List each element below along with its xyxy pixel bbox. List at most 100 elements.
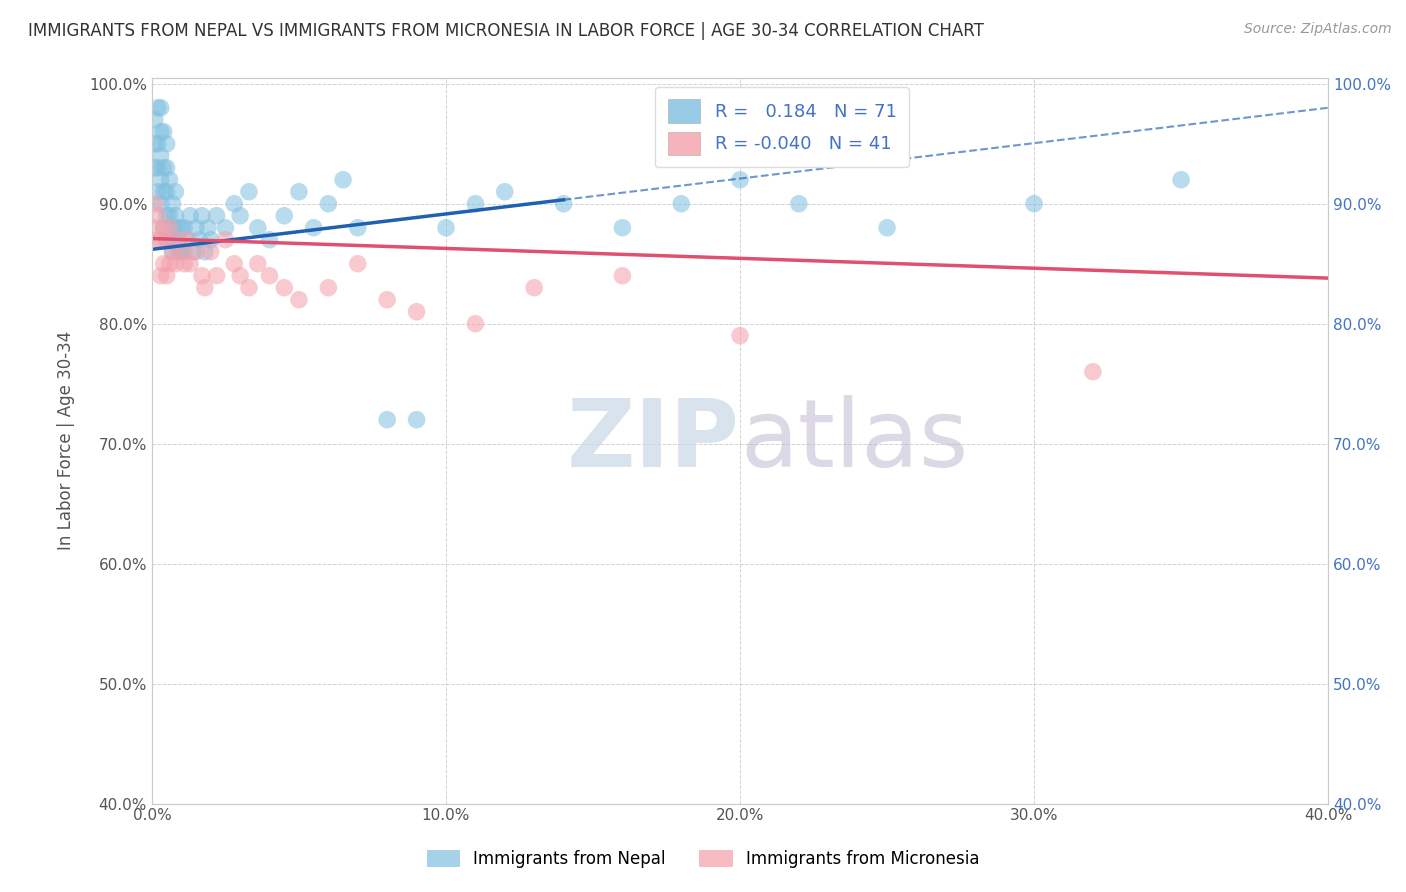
- Point: [612, 268, 634, 283]
- Point: [149, 173, 172, 187]
- Point: [146, 136, 169, 151]
- Y-axis label: In Labor Force | Age 30-34: In Labor Force | Age 30-34: [58, 331, 75, 550]
- Point: [156, 161, 179, 175]
- Point: [146, 161, 169, 175]
- Point: [1022, 196, 1045, 211]
- Point: [173, 244, 195, 259]
- Point: [143, 196, 166, 211]
- Point: [143, 112, 166, 127]
- Point: [214, 233, 236, 247]
- Point: [728, 173, 751, 187]
- Point: [146, 233, 169, 247]
- Point: [156, 268, 179, 283]
- Point: [238, 281, 260, 295]
- Point: [149, 268, 172, 283]
- Point: [184, 244, 207, 259]
- Legend: Immigrants from Nepal, Immigrants from Micronesia: Immigrants from Nepal, Immigrants from M…: [420, 843, 986, 875]
- Point: [876, 220, 898, 235]
- Point: [159, 220, 181, 235]
- Point: [288, 185, 311, 199]
- Point: [188, 233, 211, 247]
- Point: [152, 185, 174, 199]
- Point: [191, 209, 214, 223]
- Point: [165, 233, 187, 247]
- Point: [143, 161, 166, 175]
- Point: [346, 257, 368, 271]
- Point: [156, 233, 179, 247]
- Point: [375, 293, 398, 307]
- Point: [152, 125, 174, 139]
- Point: [205, 209, 228, 223]
- Point: [162, 244, 184, 259]
- Text: Source: ZipAtlas.com: Source: ZipAtlas.com: [1244, 22, 1392, 37]
- Point: [165, 209, 187, 223]
- Text: ZIP: ZIP: [567, 394, 740, 487]
- Point: [238, 185, 260, 199]
- Point: [246, 220, 269, 235]
- Point: [375, 413, 398, 427]
- Point: [184, 220, 207, 235]
- Point: [159, 173, 181, 187]
- Point: [229, 209, 252, 223]
- Point: [159, 233, 181, 247]
- Point: [170, 244, 193, 259]
- Point: [194, 244, 217, 259]
- Point: [405, 304, 427, 318]
- Point: [728, 328, 751, 343]
- Point: [152, 220, 174, 235]
- Point: [671, 196, 693, 211]
- Point: [200, 233, 222, 247]
- Point: [179, 257, 201, 271]
- Point: [167, 233, 190, 247]
- Point: [181, 244, 204, 259]
- Point: [1081, 365, 1104, 379]
- Point: [224, 257, 246, 271]
- Point: [273, 209, 295, 223]
- Point: [494, 185, 516, 199]
- Point: [146, 185, 169, 199]
- Point: [787, 196, 810, 211]
- Point: [165, 185, 187, 199]
- Point: [405, 413, 427, 427]
- Point: [156, 233, 179, 247]
- Point: [346, 220, 368, 235]
- Point: [162, 244, 184, 259]
- Point: [176, 233, 198, 247]
- Point: [246, 257, 269, 271]
- Point: [149, 196, 172, 211]
- Point: [553, 196, 575, 211]
- Text: atlas: atlas: [740, 394, 969, 487]
- Point: [612, 220, 634, 235]
- Point: [302, 220, 325, 235]
- Point: [165, 257, 187, 271]
- Point: [434, 220, 457, 235]
- Point: [159, 209, 181, 223]
- Point: [173, 257, 195, 271]
- Point: [288, 293, 311, 307]
- Point: [143, 220, 166, 235]
- Point: [167, 244, 190, 259]
- Point: [159, 257, 181, 271]
- Point: [162, 220, 184, 235]
- Point: [1170, 173, 1192, 187]
- Point: [149, 125, 172, 139]
- Point: [523, 281, 546, 295]
- Point: [149, 149, 172, 163]
- Point: [146, 209, 169, 223]
- Point: [170, 244, 193, 259]
- Point: [200, 244, 222, 259]
- Point: [318, 196, 340, 211]
- Point: [197, 220, 219, 235]
- Point: [152, 220, 174, 235]
- Point: [194, 281, 217, 295]
- Point: [259, 268, 281, 283]
- Point: [229, 268, 252, 283]
- Point: [464, 317, 486, 331]
- Point: [162, 196, 184, 211]
- Point: [332, 173, 354, 187]
- Point: [176, 233, 198, 247]
- Point: [179, 209, 201, 223]
- Point: [156, 209, 179, 223]
- Text: IMMIGRANTS FROM NEPAL VS IMMIGRANTS FROM MICRONESIA IN LABOR FORCE | AGE 30-34 C: IMMIGRANTS FROM NEPAL VS IMMIGRANTS FROM…: [28, 22, 984, 40]
- Point: [205, 268, 228, 283]
